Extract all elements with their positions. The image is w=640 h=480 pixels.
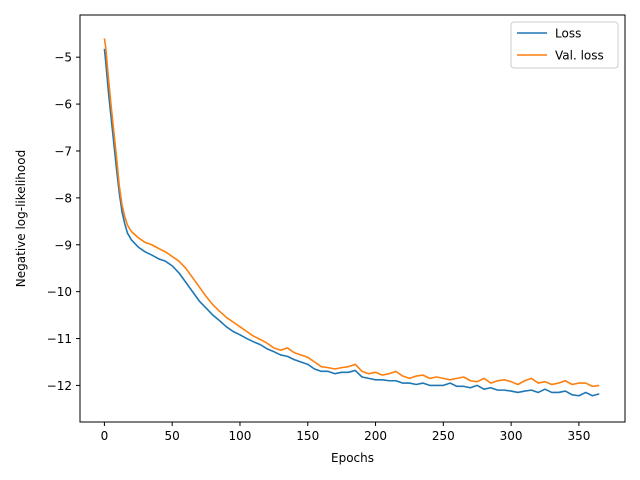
y-tick-label: −10 (47, 285, 72, 299)
y-tick-label: −12 (47, 379, 72, 393)
x-axis-label: Epochs (331, 451, 374, 465)
x-tick-label: 350 (567, 429, 590, 443)
x-tick-label: 200 (364, 429, 387, 443)
x-tick-label: 250 (432, 429, 455, 443)
y-tick-label: −5 (54, 51, 72, 65)
x-tick-label: 100 (229, 429, 252, 443)
legend: Loss Val. loss (510, 21, 619, 69)
y-tick-label: −9 (54, 238, 72, 252)
y-tick-label: −8 (54, 191, 72, 205)
x-axis: 0 50 100 150 200 250 300 350 (101, 422, 590, 443)
y-tick-label: −7 (54, 144, 72, 158)
legend-label-val-loss: Val. loss (555, 49, 604, 63)
series-layer (103, 38, 600, 397)
x-tick-label: 150 (296, 429, 319, 443)
plot-area (80, 15, 625, 422)
x-tick-label: 300 (500, 429, 523, 443)
y-axis: −12 −11 −10 −9 −8 −7 −6 −5 (47, 51, 80, 393)
x-tick-label: 0 (101, 429, 109, 443)
y-tick-label: −6 (54, 98, 72, 112)
x-tick-label: 50 (165, 429, 180, 443)
legend-label-loss: Loss (555, 27, 581, 41)
y-axis-label: Negative log-likelihood (14, 150, 28, 287)
y-tick-label: −11 (47, 332, 72, 346)
plot-frame (79, 14, 626, 423)
series-line-loss (103, 48, 600, 397)
series-line-val-loss (103, 38, 600, 388)
